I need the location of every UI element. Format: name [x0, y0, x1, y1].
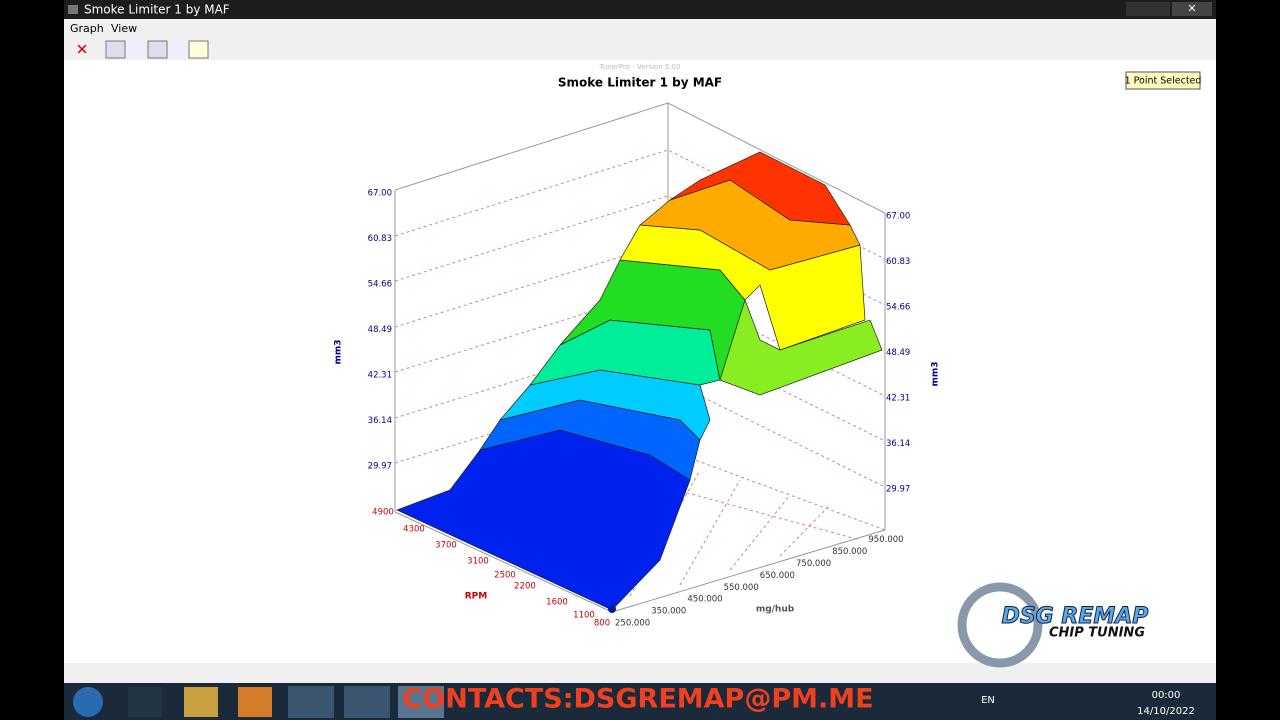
maf-tick: 650.000 [760, 571, 795, 581]
menu-view[interactable]: View [111, 22, 137, 35]
clock-date[interactable]: 14/10/2022 [1137, 706, 1195, 717]
logo-tagline: CHIP TUNING [1049, 626, 1145, 641]
contact-banner: CONTACTS:DSGREMAP@PM.ME [402, 684, 873, 715]
z-tick-right: 48.49 [886, 348, 910, 358]
tunerpro-icon[interactable] [398, 686, 444, 718]
surface-plot [396, 151, 883, 611]
z-tick-left: 29.97 [368, 462, 392, 472]
app-icon [68, 5, 78, 14]
z-tick-right: 29.97 [886, 485, 910, 495]
camera-icon[interactable] [344, 686, 390, 718]
graph-title: Smoke Limiter 1 by MAF [558, 76, 722, 90]
menu-graph[interactable]: Graph [70, 22, 104, 35]
surface-tool[interactable] [147, 40, 168, 59]
rpm-axis-label: RPM [465, 592, 488, 602]
z-tick-left: 42.31 [368, 371, 392, 381]
minimize-button[interactable] [1126, 2, 1148, 16]
logo-brand: DSG REMAP [1002, 604, 1149, 629]
maf-tick: 350.000 [651, 607, 686, 617]
rpm-tick: 4300 [403, 525, 425, 535]
rpm-tick: 3100 [467, 557, 489, 567]
start-button[interactable] [73, 687, 103, 717]
window-controls[interactable]: ✕ [1126, 2, 1212, 16]
z-tick-right: 60.83 [886, 257, 910, 267]
z-tick-left: 54.66 [368, 280, 392, 290]
ie-icon[interactable] [128, 687, 162, 717]
menu-bar [64, 19, 1216, 38]
chrome-icon[interactable] [288, 686, 334, 718]
media-icon[interactable] [238, 687, 272, 717]
z-axis-label-right: mm3 [931, 361, 941, 386]
maf-axis-label: mg/hub [756, 605, 795, 615]
rpm-tick: 1100 [573, 611, 595, 621]
maf-tick: 250.000 [615, 619, 650, 629]
maf-tick: 850.000 [832, 547, 867, 557]
rpm-tick: 4900 [372, 508, 394, 518]
table-tool[interactable] [188, 40, 209, 59]
close-graph-button[interactable]: ✕ [76, 41, 89, 59]
rpm-tick: 3700 [435, 541, 457, 551]
maf-tick: 750.000 [796, 559, 831, 569]
maximize-button[interactable] [1148, 2, 1170, 16]
close-button[interactable] [1172, 2, 1212, 16]
explorer-icon[interactable] [184, 687, 218, 717]
toolbar [64, 38, 1216, 60]
title-bar [64, 0, 1216, 19]
selected-point[interactable] [608, 605, 616, 613]
maf-tick: 550.000 [724, 583, 759, 593]
z-tick-left: 48.49 [368, 325, 392, 335]
select-tool[interactable] [128, 41, 145, 58]
status-bar [64, 663, 1216, 683]
wire-tool[interactable] [170, 41, 187, 58]
rotate-tool[interactable] [105, 40, 126, 59]
rpm-tick: 1600 [546, 598, 568, 608]
z-tick-right: 36.14 [886, 439, 910, 449]
maf-tick: 450.000 [687, 595, 722, 605]
z-axis-label: mm3 [334, 339, 344, 364]
z-tick-left: 67.00 [368, 189, 392, 199]
rpm-tick: 2200 [514, 582, 536, 592]
clock-time[interactable]: 00:00 [1152, 690, 1181, 701]
rpm-tick: 2500 [494, 571, 516, 581]
maf-tick: 950.000 [868, 535, 903, 545]
z-tick-right: 42.31 [886, 394, 910, 404]
svg-text:✕: ✕ [1187, 2, 1196, 15]
z-tick-left: 60.83 [368, 234, 392, 244]
rpm-tick: 800 [594, 619, 610, 629]
window-title: Smoke Limiter 1 by MAF [84, 3, 230, 17]
z-tick-right: 54.66 [886, 303, 910, 313]
status-text: 1 Point Selected [1125, 76, 1202, 87]
status-badge [1125, 71, 1201, 90]
z-tick-left: 36.14 [368, 416, 392, 426]
z-tick-right: 67.00 [886, 212, 910, 222]
logo-ring [957, 582, 1043, 668]
language[interactable]: EN [981, 695, 995, 706]
version-text: TunerPro - Version 5.00 [599, 63, 681, 71]
